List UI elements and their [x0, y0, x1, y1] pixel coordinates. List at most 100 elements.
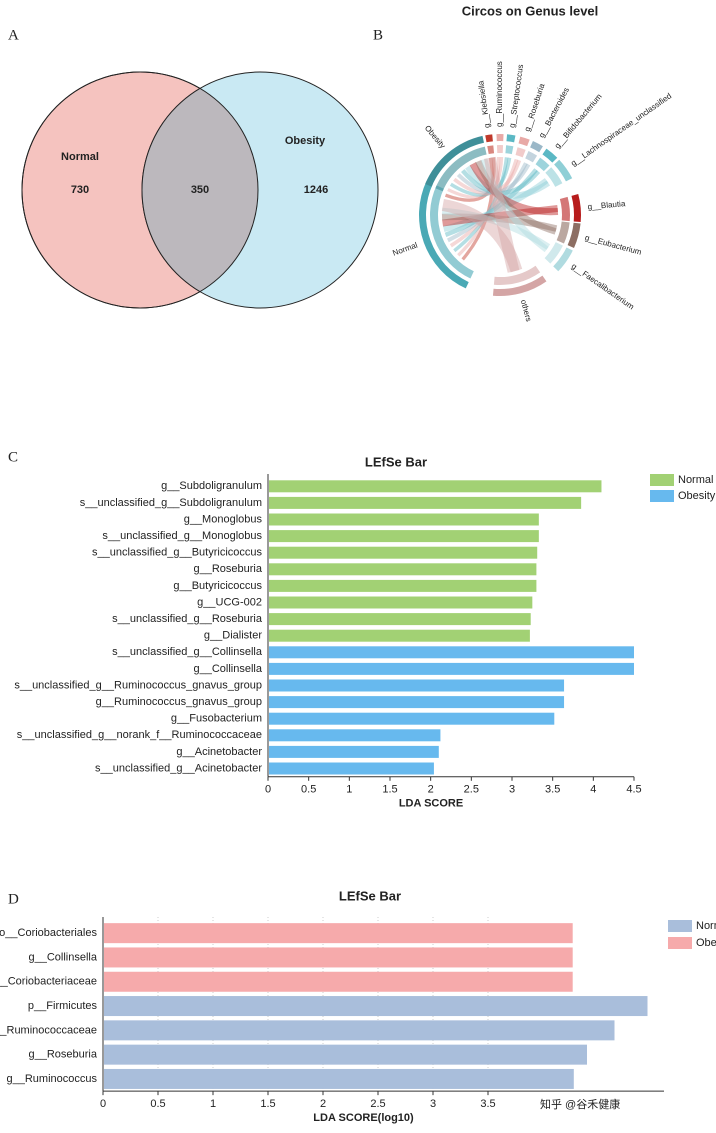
segment-outer: [419, 180, 469, 289]
segment-label: g__Blautia: [587, 199, 626, 211]
x-tick-label: 3: [430, 1098, 436, 1110]
chord: [449, 158, 519, 248]
segment-outer: [518, 136, 530, 147]
chord: [469, 162, 559, 216]
chord: [453, 157, 509, 253]
x-tick-label: 1: [346, 784, 352, 796]
segment-outer: [425, 135, 484, 187]
chord: [441, 199, 523, 273]
legend-swatch: [650, 490, 674, 502]
x-tick-label: 3.5: [480, 1098, 495, 1110]
set-label: Normal: [61, 151, 99, 163]
y-tick-label: g__Fusobacterium: [171, 713, 262, 725]
segment-outer: [496, 133, 504, 142]
y-tick-label: f__Ruminococcaceae: [0, 1024, 97, 1036]
y-tick-label: g__Collinsella: [29, 951, 98, 963]
x-tick-label: 0: [100, 1098, 106, 1110]
chord: [480, 158, 549, 253]
chord: [442, 178, 549, 232]
segment-inner: [544, 242, 563, 264]
segment-outer: [554, 159, 573, 182]
segment-label: g__Klebsiella: [476, 80, 492, 129]
y-tick-label: g__Roseburia: [29, 1049, 98, 1061]
x-tick-label: 2: [428, 784, 434, 796]
y-tick-label: g__Acinetobacter: [176, 746, 262, 758]
x-tick-label: 4: [590, 784, 596, 796]
segment-label: Normal: [391, 240, 419, 257]
y-tick-label: g__UCG-002: [197, 596, 262, 608]
y-tick-label: s__unclassified_g__Ruminococcus_gnavus_g…: [14, 679, 262, 691]
segment-label: others: [519, 299, 533, 323]
chord: [442, 204, 559, 227]
segment-outer: [553, 247, 573, 272]
venn-overlap: [141, 72, 258, 308]
chart-title: LEfSe Bar: [365, 454, 427, 469]
segment-label: Obesity: [423, 124, 447, 151]
segment-inner: [515, 147, 526, 158]
chord: [457, 156, 501, 257]
x-tick-label: 4.5: [626, 784, 641, 796]
segment-inner: [435, 146, 487, 192]
bar: [104, 923, 573, 944]
chord: [456, 163, 531, 195]
y-tick-label: g__Butyricicoccus: [173, 580, 262, 592]
chord: [465, 165, 551, 199]
x-tick-label: 2.5: [464, 784, 479, 796]
x-tick-label: 3: [509, 784, 515, 796]
y-tick-label: g__Dialister: [204, 630, 262, 642]
bar: [269, 579, 537, 592]
segment-inner: [545, 167, 563, 187]
chord: [446, 162, 528, 243]
bar: [269, 662, 634, 675]
chord: [441, 213, 558, 232]
bar: [104, 1068, 574, 1089]
segment-outer: [567, 222, 581, 248]
chart-title: LEfSe Bar: [339, 888, 401, 903]
x-tick-label: 2.5: [370, 1098, 385, 1110]
segment-label: g__Faecalibacterium: [570, 261, 636, 311]
bar: [269, 530, 539, 543]
venn-outline: [21, 71, 259, 309]
chord: [461, 157, 494, 261]
bar: [269, 596, 533, 609]
segment-outer: [542, 148, 558, 163]
y-tick-label: g__Ruminococcus_gnavus_group: [96, 696, 262, 708]
venn-count: 350: [191, 184, 209, 196]
y-tick-label: g__Collinsella: [194, 663, 263, 675]
chord: [460, 169, 541, 196]
y-tick-label: g__Subdoligranulum: [161, 480, 262, 492]
chord: [453, 159, 522, 196]
x-tick-label: 1.5: [260, 1098, 275, 1110]
bar: [269, 546, 538, 559]
bar: [269, 563, 537, 576]
x-axis-label: LDA SCORE(log10): [313, 1112, 414, 1124]
chord: [444, 168, 538, 237]
panel-letter: B: [373, 27, 383, 43]
y-tick-label: g__Roseburia: [194, 563, 263, 575]
y-tick-label: s__unclassified_g__norank_f__Ruminococca…: [17, 729, 262, 741]
bar: [269, 696, 565, 709]
bar: [269, 629, 530, 642]
segment-inner: [505, 145, 514, 155]
bar: [269, 646, 634, 659]
bar: [104, 971, 573, 992]
segment-inner: [559, 196, 570, 222]
y-tick-label: f__Coriobacteriaceae: [0, 976, 97, 988]
segment-label: g__Eubacterium: [584, 233, 643, 257]
bar: [269, 729, 441, 742]
y-tick-label: g__Ruminococcus: [7, 1073, 98, 1085]
legend-label: Obesity: [696, 937, 716, 949]
bar: [104, 996, 648, 1017]
set-label: Obesity: [285, 135, 326, 147]
y-tick-label: s__unclassified_g__Butyricicoccus: [92, 547, 262, 559]
bar: [269, 712, 555, 725]
bar: [104, 1044, 587, 1065]
chart-title: Circos on Genus level: [462, 3, 599, 18]
bar: [104, 1020, 615, 1041]
segment-inner: [556, 221, 570, 244]
y-tick-label: s__unclassified_g__Subdoligranulum: [80, 497, 262, 509]
x-tick-label: 2: [320, 1098, 326, 1110]
chord: [475, 160, 557, 235]
